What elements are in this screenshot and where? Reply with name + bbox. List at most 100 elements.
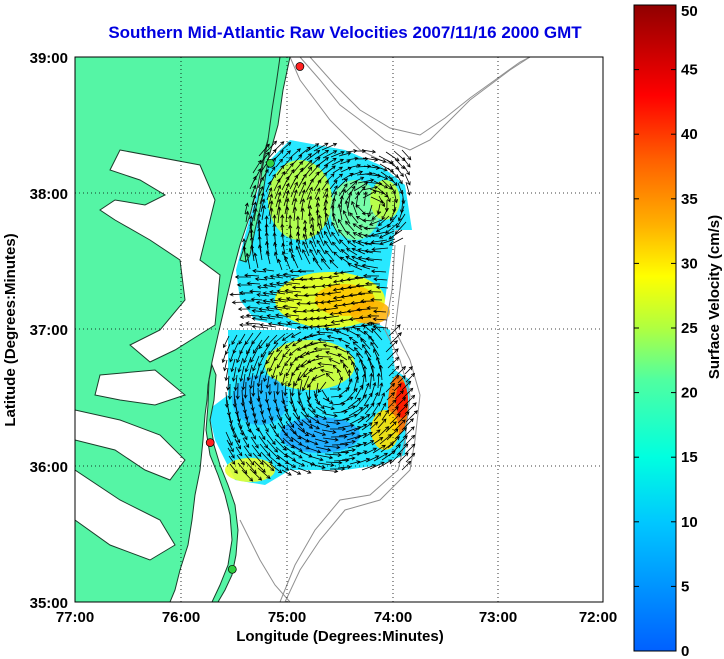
velocity-arrow (249, 468, 263, 481)
velocity-arrow (405, 452, 416, 463)
velocity-arrow (276, 164, 285, 176)
velocity-arrow (357, 178, 375, 184)
velocity-arrow (292, 309, 307, 314)
velocity-arrow (370, 321, 382, 333)
velocity-arrow (281, 250, 287, 263)
velocity-arrow (337, 423, 355, 429)
y-axis-ticks: 39:00 38:00 37:00 36:00 35:00 (30, 50, 68, 612)
velocity-arrow (302, 226, 308, 241)
velocity-arrow (257, 176, 264, 189)
velocity-arrow (341, 172, 354, 181)
speed-patch (370, 180, 400, 220)
velocity-arrow (297, 367, 309, 382)
velocity-arrow (284, 288, 302, 293)
velocity-arrow (244, 453, 255, 466)
velocity-arrow (323, 323, 341, 328)
velocity-arrow (265, 180, 272, 193)
velocity-arrow (301, 419, 314, 429)
velocity-arrow (385, 222, 399, 234)
velocity-arrow (351, 247, 366, 255)
velocity-arrow (389, 452, 402, 465)
velocity-arrow (260, 343, 271, 358)
velocity-arrow (338, 431, 356, 437)
velocity-arrow (345, 328, 358, 336)
velocity-arrow (258, 185, 264, 197)
velocity-arrow (308, 333, 326, 338)
velocity-arrow (378, 382, 384, 397)
velocity-arrow (306, 149, 321, 161)
velocity-arrow (381, 207, 389, 221)
velocity-arrow (294, 371, 302, 387)
velocity-arrow (337, 376, 343, 389)
velocity-arrow (340, 448, 356, 453)
velocity-arrow (362, 431, 373, 439)
velocity-arrow (284, 255, 291, 270)
velocity-arrow (333, 173, 344, 182)
velocity-arrow (251, 380, 256, 397)
velocity-arrow (377, 459, 393, 469)
velocity-arrow (331, 158, 345, 166)
velocity-arrow (370, 239, 388, 244)
velocity-arrow (314, 382, 319, 399)
velocity-arrow (361, 149, 377, 154)
velocity-arrow (349, 460, 361, 465)
velocity-arrow (348, 293, 366, 298)
velocity-arrow (327, 283, 341, 288)
velocity-arrow (386, 348, 399, 361)
velocity-arrow (355, 204, 366, 215)
velocity-arrow (402, 157, 411, 168)
velocity-arrow (363, 191, 368, 207)
velocity-arrow (329, 259, 339, 269)
velocity-arrow (338, 183, 348, 197)
velocity-arrow (325, 460, 343, 465)
velocity-arrow (288, 224, 293, 238)
velocity-arrow (302, 249, 311, 265)
velocity-arrow (288, 347, 299, 356)
velocity-arrow (362, 273, 380, 278)
velocity-arrow (385, 191, 391, 203)
velocity-arrow (305, 178, 314, 193)
velocity-arrow (346, 240, 357, 248)
velocity-arrow (323, 405, 336, 411)
velocity-arrow (277, 258, 283, 271)
velocity-arrow (268, 415, 276, 430)
velocity-arrow (397, 452, 409, 464)
velocity-arrow (292, 452, 303, 459)
velocity-arrow (388, 175, 398, 187)
velocity-arrow (243, 445, 252, 457)
velocity-arrow (387, 356, 400, 369)
velocity-arrow (262, 299, 279, 304)
velocity-arrow (325, 421, 341, 426)
velocity-vectors (221, 140, 418, 482)
velocity-arrow (289, 269, 307, 274)
velocity-arrow (253, 168, 262, 182)
velocity-arrow (373, 412, 382, 422)
velocity-arrow (251, 324, 269, 329)
velocity-arrow (265, 250, 271, 265)
velocity-arrow (311, 373, 326, 381)
velocity-arrow (261, 459, 275, 472)
bathymetry-contours (239, 57, 531, 602)
velocity-arrow (292, 206, 298, 222)
velocity-arrow (257, 427, 266, 441)
velocity-arrow (273, 178, 281, 192)
colorbar-tick-label: 0 (681, 643, 689, 659)
velocity-arrow (235, 446, 243, 457)
velocity-arrow (356, 307, 371, 312)
velocity-arrow (321, 180, 329, 191)
velocity-arrow (393, 383, 402, 392)
velocity-arrow (314, 438, 329, 444)
velocity-arrow (345, 180, 358, 193)
y-tick-label: 39:00 (30, 50, 68, 67)
velocity-arrow (239, 322, 253, 327)
velocity-arrow (353, 423, 368, 432)
velocity-arrow (283, 280, 301, 285)
velocity-arrow (379, 433, 392, 445)
velocity-arrow (258, 335, 270, 350)
velocity-arrow (351, 200, 358, 216)
velocity-arrow (308, 365, 325, 372)
x-axis-label: Longitude (Degrees:Minutes) (236, 628, 444, 645)
velocity-arrow (246, 364, 253, 382)
velocity-arrow (324, 240, 334, 254)
